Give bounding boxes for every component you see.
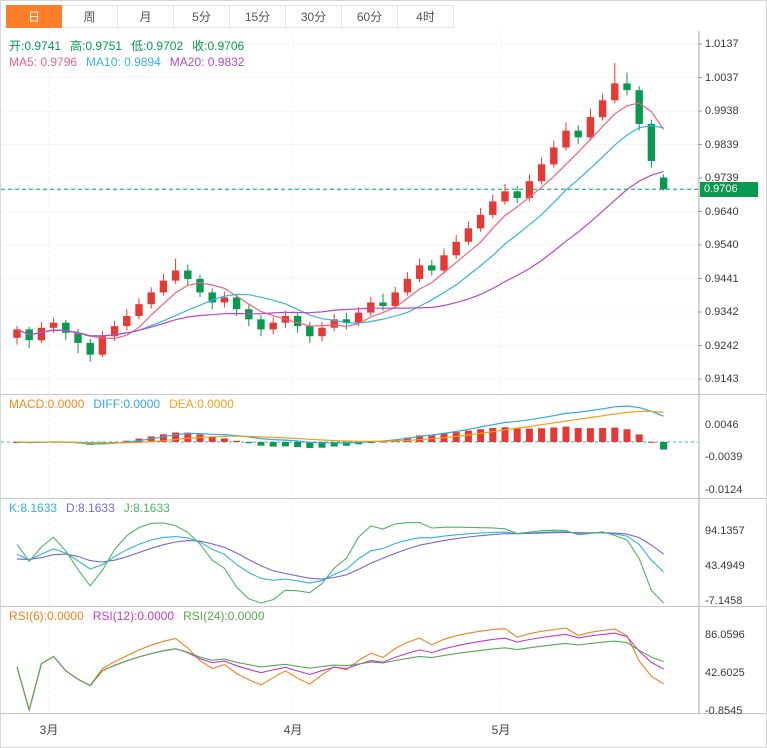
panel-divider	[1, 606, 766, 607]
axis-label: 0.9839	[705, 138, 739, 151]
axis-label: -7.1458	[705, 595, 743, 607]
kdj-readout: K:8.1633 D:8.1633 J:8.1633	[9, 501, 179, 515]
price-panel: 开:0.9741 高:0.9751 低:0.9702 收:0.9706 MA5: 0.…	[1, 31, 767, 394]
ma20-value: MA20: 0.9832	[169, 55, 245, 69]
x-axis-label: 4月	[283, 723, 303, 737]
diff-value: DIFF:0.0000	[93, 397, 161, 411]
axis-label: 42.6025	[705, 667, 745, 679]
macd-panel: MACD:0.0000 DIFF:0.0000 DEA:0.0000	[1, 394, 767, 498]
kdj-panel: K:8.1633 D:8.1633 J:8.1633	[1, 498, 767, 606]
k-value: K:8.1633	[9, 501, 58, 515]
axis-label: 0.9640	[705, 205, 739, 218]
macd-readout: MACD:0.0000 DIFF:0.0000 DEA:0.0000	[9, 397, 243, 411]
kdj-canvas[interactable]	[1, 498, 767, 606]
dea-value: DEA:0.0000	[169, 397, 234, 411]
axis-label: 0.9242	[705, 339, 739, 352]
axis-label: 0.9938	[705, 105, 739, 117]
candlestick-canvas[interactable]	[1, 31, 767, 394]
timeframe-tabs: 日周月 5分 15分 30分 60分 4时	[6, 5, 454, 28]
timeframe-tab-30分[interactable]: 30分	[286, 5, 342, 28]
timeframe-tab-60分[interactable]: 60分	[342, 5, 398, 28]
axis-label: -0.8545	[705, 705, 743, 717]
rsi12-value: RSI(12):0.0000	[92, 609, 175, 623]
axis-label: 0.9342	[705, 306, 739, 318]
ma10-value: MA10: 0.9894	[86, 55, 161, 69]
axis-label: 43.4949	[705, 560, 745, 572]
last-price-badge: 0.9706	[700, 182, 758, 197]
ma5-value: MA5: 0.9796	[9, 55, 78, 69]
ohlc-readout: 开:0.9741 高:0.9751 低:0.9702 收:0.9706	[9, 37, 253, 54]
rsi-readout: RSI(6):0.0000 RSI(12):0.0000 RSI(24):0.000…	[9, 609, 274, 623]
axis-label: -0.0124	[705, 484, 743, 496]
timeframe-tab-周[interactable]: 周	[62, 5, 118, 28]
x-axis-label: 5月	[491, 723, 511, 737]
axis-label: 0.9143	[705, 373, 739, 385]
j-value: J:8.1633	[123, 501, 170, 515]
x-axis-line	[1, 713, 766, 714]
axis-label: 0.9540	[705, 239, 739, 251]
panel-divider	[1, 394, 766, 395]
axis-label: 0.0046	[705, 419, 739, 431]
macd-canvas[interactable]	[1, 394, 767, 498]
axis-label: 94.1357	[705, 525, 745, 537]
axis-label: 0.9739	[705, 172, 739, 184]
axis-label: 1.0137	[705, 38, 739, 50]
close-value: 收:0.9706	[192, 39, 245, 53]
rsi-canvas[interactable]	[1, 606, 767, 713]
axis-label: -0.0039	[705, 451, 743, 463]
axis-label: 1.0037	[705, 71, 739, 84]
panel-divider	[1, 498, 766, 499]
high-value: 高:0.9751	[70, 39, 123, 53]
timeframe-tab-5分[interactable]: 5分	[174, 5, 230, 28]
timeframe-tab-15分[interactable]: 15分	[230, 5, 286, 28]
x-axis-label: 3月	[39, 723, 59, 737]
timeframe-tab-日[interactable]: 日	[6, 5, 62, 28]
rsi-panel: RSI(6):0.0000 RSI(12):0.0000 RSI(24):0.000…	[1, 606, 767, 713]
d-value: D:8.1633	[66, 501, 115, 515]
low-value: 低:0.9702	[131, 39, 184, 53]
axis-label: 86.0596	[705, 629, 745, 641]
macd-value: MACD:0.0000	[9, 397, 85, 411]
open-value: 开:0.9741	[9, 39, 62, 53]
ma-readout: MA5: 0.9796 MA10: 0.9894 MA20: 0.9832	[9, 55, 253, 69]
timeframe-tab-月[interactable]: 月	[118, 5, 174, 28]
rsi6-value: RSI(6):0.0000	[9, 609, 84, 623]
axis-label: 0.9441	[705, 272, 739, 285]
rsi24-value: RSI(24):0.0000	[183, 609, 265, 623]
timeframe-tab-4时[interactable]: 4时	[398, 5, 454, 28]
